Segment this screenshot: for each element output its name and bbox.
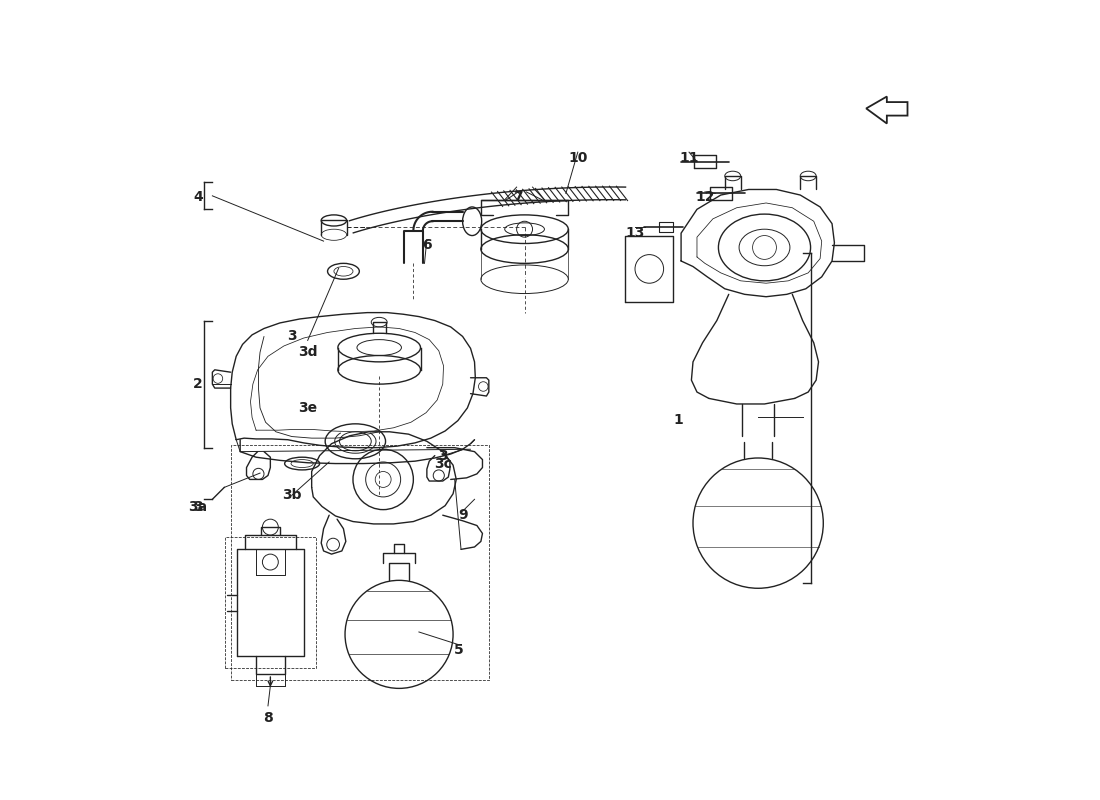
Text: 3: 3 bbox=[194, 500, 202, 514]
Text: 3d: 3d bbox=[298, 346, 318, 359]
Text: 4: 4 bbox=[194, 190, 202, 205]
Text: 3a: 3a bbox=[188, 500, 208, 514]
Text: 5: 5 bbox=[454, 643, 463, 658]
Text: 11: 11 bbox=[680, 150, 698, 165]
Text: 1: 1 bbox=[674, 413, 683, 427]
Text: 3: 3 bbox=[287, 330, 297, 343]
Bar bbox=[231, 446, 488, 680]
Text: 12: 12 bbox=[695, 190, 715, 205]
Text: 3: 3 bbox=[438, 449, 448, 462]
Text: 3b: 3b bbox=[282, 488, 301, 502]
Bar bbox=[226, 538, 316, 668]
Text: 13: 13 bbox=[625, 226, 645, 240]
Text: 3e: 3e bbox=[298, 401, 317, 415]
Text: 9: 9 bbox=[458, 508, 468, 522]
Text: 6: 6 bbox=[422, 238, 431, 252]
Text: 10: 10 bbox=[568, 150, 587, 165]
Text: 8: 8 bbox=[263, 710, 273, 725]
Text: 7: 7 bbox=[514, 190, 522, 205]
Text: 2: 2 bbox=[194, 377, 202, 391]
Text: 3c: 3c bbox=[433, 457, 452, 470]
Polygon shape bbox=[866, 97, 908, 123]
